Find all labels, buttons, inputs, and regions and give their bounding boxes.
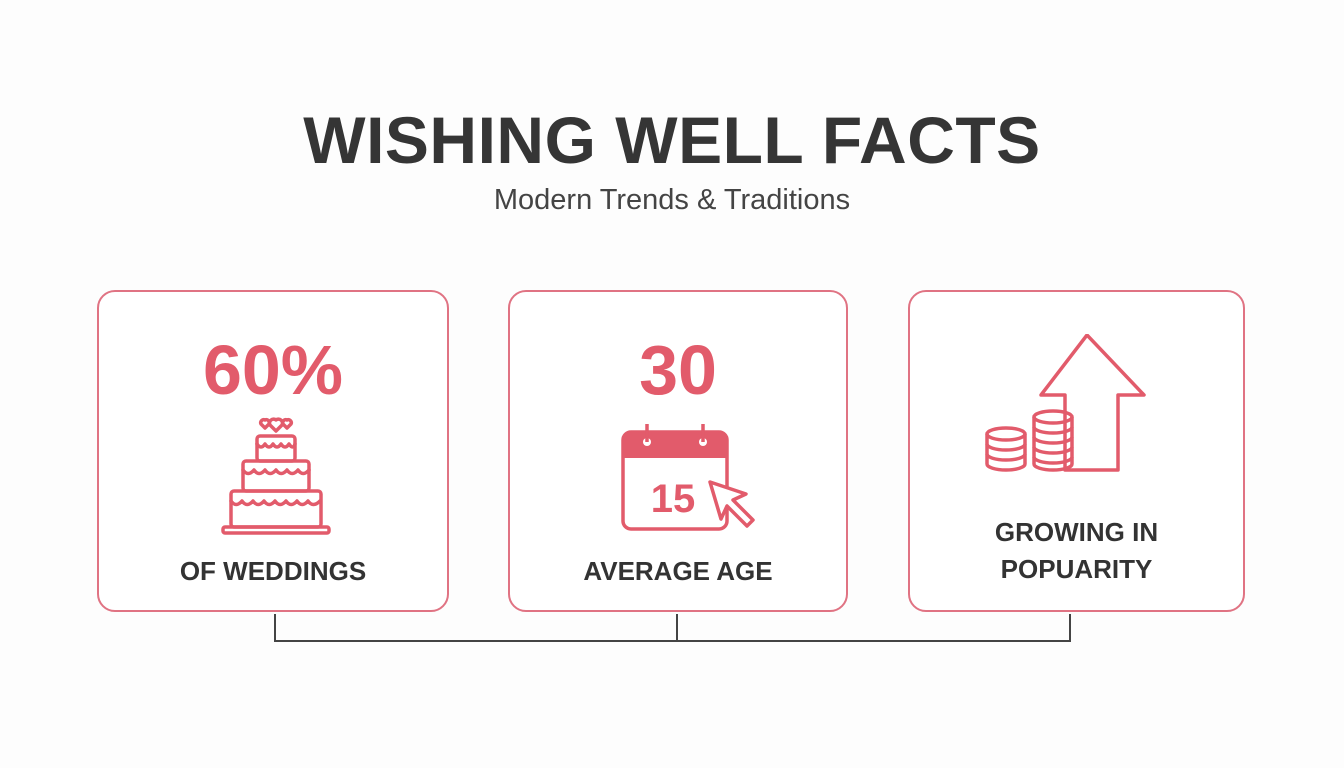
connector-line	[274, 614, 276, 642]
fact-card-weddings: 60% OF WEDDINGS	[97, 290, 449, 612]
stat-value: 30	[639, 331, 717, 409]
wedding-cake-icon	[221, 417, 331, 535]
coins-arrow-up-icon	[985, 334, 1146, 472]
page-title: WISHING WELL FACTS	[303, 103, 1041, 177]
calendar-cursor-icon: 15	[621, 424, 755, 531]
fact-card-popularity: GROWING IN POPUARITY	[908, 290, 1245, 612]
fact-card-average-age: 30 15 AVERAGE AGE	[508, 290, 848, 612]
calendar-day: 15	[651, 477, 696, 521]
stat-value: 60%	[202, 331, 344, 409]
page-subtitle: Modern Trends & Traditions	[493, 184, 851, 216]
fact-label-line2: POPUARITY	[1000, 554, 1153, 584]
fact-label: OF WEDDINGS	[179, 556, 367, 586]
connector-line	[1069, 614, 1071, 642]
fact-label: AVERAGE AGE	[583, 556, 773, 586]
fact-label-line1: GROWING IN	[994, 517, 1159, 547]
connector-line	[274, 640, 1071, 642]
connector-line	[676, 614, 678, 642]
